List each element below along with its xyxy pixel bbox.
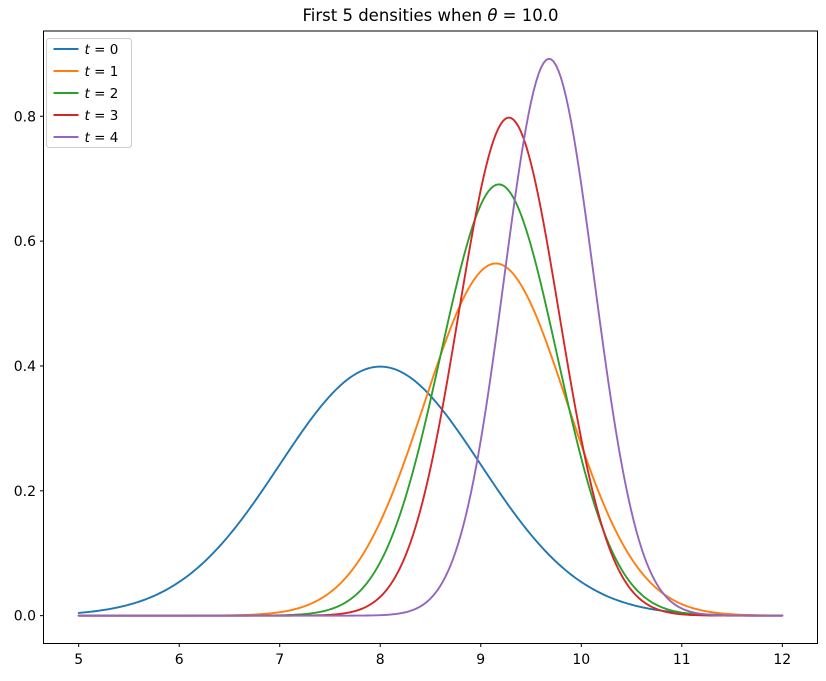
y-tick-label: 0.0 <box>14 609 36 625</box>
axes-spines <box>43 30 818 644</box>
chart-title: First 5 densities when θ = 10.0 <box>43 6 818 25</box>
curve-t-1 <box>77 262 784 617</box>
x-tick-label: 10 <box>572 652 590 668</box>
x-tick-label: 7 <box>275 652 284 668</box>
y-tick-label: 0.8 <box>14 109 36 125</box>
x-axis: 5 6 7 8 9 10 11 12 <box>74 643 791 668</box>
y-tick-label: 0.2 <box>14 484 36 500</box>
legend-item-label: t = 4 <box>85 130 119 146</box>
curve-t-4 <box>77 57 784 617</box>
curve-t-3 <box>77 116 784 617</box>
x-tick-label: 5 <box>74 652 83 668</box>
curves-layer <box>77 57 784 617</box>
legend-item-label: t = 1 <box>85 64 119 80</box>
legend-frame <box>46 38 132 148</box>
chart-title-value: = 10.0 <box>497 6 559 25</box>
legend-item-label: t = 3 <box>85 108 119 124</box>
theta-symbol: θ <box>487 6 498 25</box>
x-tick-label: 8 <box>376 652 385 668</box>
y-axis: 0.0 0.2 0.4 0.6 0.8 <box>14 109 44 625</box>
curve-t-2 <box>77 183 784 617</box>
legend-item-label: t = 2 <box>85 86 119 102</box>
x-tick-label: 12 <box>773 652 791 668</box>
y-tick-label: 0.4 <box>14 359 36 375</box>
legend: t = 0 t = 1 t = 2 t = 3 t = 4 <box>46 38 132 148</box>
chart-title-text: First 5 densities when <box>302 6 488 25</box>
legend-item-label: t = 0 <box>85 42 119 58</box>
y-tick-label: 0.6 <box>14 234 36 250</box>
x-tick-label: 6 <box>175 652 184 668</box>
x-tick-label: 11 <box>673 652 691 668</box>
x-tick-label: 9 <box>476 652 485 668</box>
plot-border <box>43 30 818 644</box>
